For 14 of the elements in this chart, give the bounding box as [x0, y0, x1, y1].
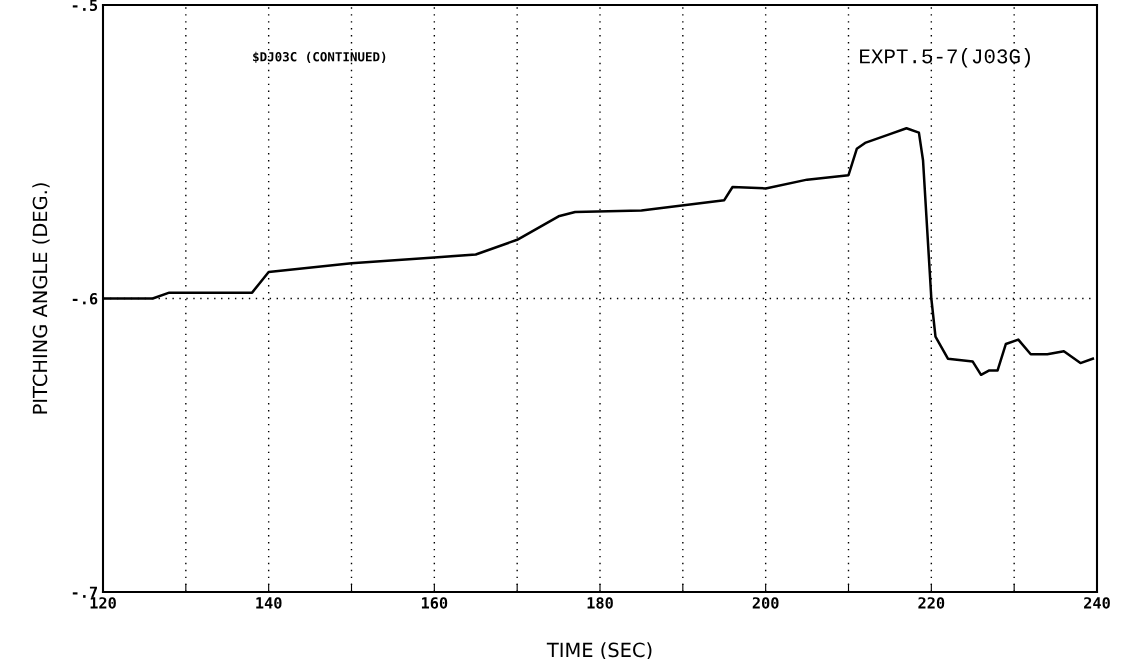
x-tick-label: 200 — [752, 597, 779, 609]
x-tick-label: 140 — [256, 597, 282, 609]
x-tick-label: 240 — [1084, 597, 1110, 609]
x-tick-label: 160 — [421, 597, 448, 609]
x-axis-title: TIME (SEC) — [546, 642, 652, 659]
y-tick-label: -.6 — [72, 292, 98, 305]
x-tick-label: 120 — [90, 597, 116, 609]
y-axis-title: PITCHING ANGLE (DEG.) — [32, 183, 50, 414]
annotation: EXPT.5-7(J03G) — [860, 48, 1030, 68]
x-tick-label: 220 — [918, 597, 945, 609]
x-tick-label: 180 — [587, 597, 613, 609]
y-tick-label: -.5 — [72, 0, 98, 12]
annotation: $DJ03C (CONTINUED) — [253, 51, 386, 64]
y-tick-label: -.7 — [72, 586, 97, 598]
